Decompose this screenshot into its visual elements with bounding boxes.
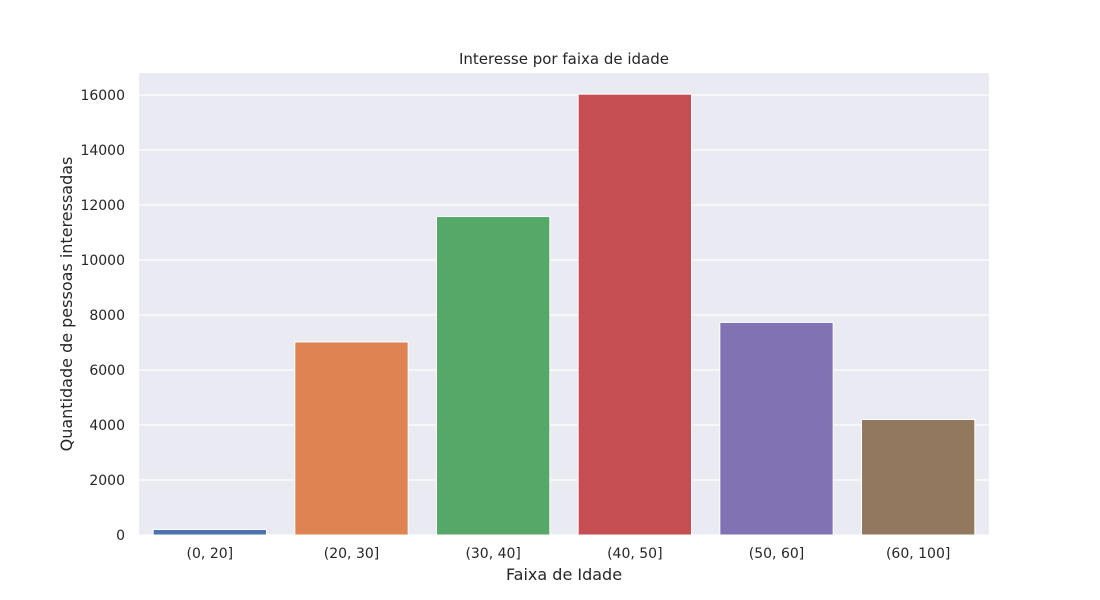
bars bbox=[152, 93, 976, 536]
y-tick-label: 0 bbox=[116, 528, 125, 544]
bar-3 bbox=[577, 93, 693, 536]
x-axis-title: Faixa de Idade bbox=[506, 565, 622, 584]
x-tick-label: (20, 30] bbox=[324, 546, 379, 562]
y-tick-labels: 0 2000 4000 6000 8000 10000 12000 14000 16000 bbox=[80, 88, 125, 544]
bar-5 bbox=[861, 419, 976, 536]
y-tick-label: 4000 bbox=[89, 418, 125, 434]
y-tick-label: 16000 bbox=[80, 88, 125, 104]
bar-2 bbox=[436, 216, 551, 536]
x-tick-label: (0, 20] bbox=[187, 546, 234, 562]
bar-1 bbox=[294, 341, 409, 536]
x-tick-label: (50, 60] bbox=[749, 546, 804, 562]
gridlines bbox=[139, 94, 989, 536]
y-tick-label: 2000 bbox=[89, 473, 125, 489]
y-tick-label: 12000 bbox=[80, 198, 125, 214]
chart-title: Interesse por faixa de idade bbox=[459, 50, 669, 68]
x-tick-label: (40, 50] bbox=[607, 546, 662, 562]
x-tick-labels: (0, 20] (20, 30] (30, 40] (40, 50] (50, 60] (… bbox=[187, 546, 951, 562]
x-tick-label: (30, 40] bbox=[465, 546, 520, 562]
y-tick-label: 8000 bbox=[89, 308, 125, 324]
bar-4 bbox=[719, 321, 834, 536]
y-tick-label: 14000 bbox=[80, 143, 125, 159]
x-tick-label: (60, 100] bbox=[886, 546, 950, 562]
y-tick-label: 6000 bbox=[89, 363, 125, 379]
bar-0 bbox=[152, 529, 268, 536]
y-axis-title: Quantidade de pessoas interessadas bbox=[57, 157, 76, 452]
y-tick-label: 10000 bbox=[80, 253, 125, 269]
